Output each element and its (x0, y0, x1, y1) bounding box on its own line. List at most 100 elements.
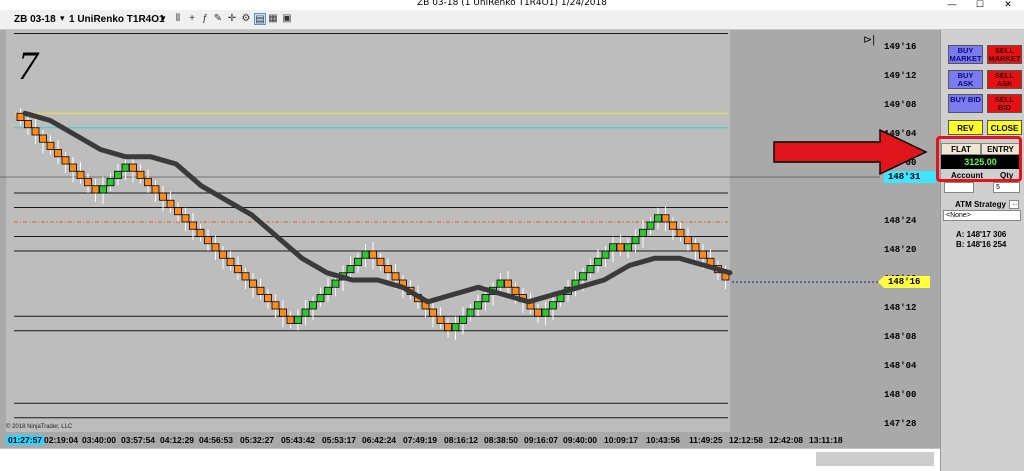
time-tick-label: 01:27:57 (6, 435, 45, 445)
template-icon[interactable]: ▣ (282, 13, 292, 24)
down-brick (286, 315, 295, 324)
ask-readout: A: 148'17 306 (956, 230, 1007, 239)
down-brick (84, 178, 92, 187)
down-brick (616, 243, 625, 252)
data-box-icon[interactable]: ▦ (268, 13, 278, 24)
buy-market-button[interactable]: BUY MARKET (948, 45, 983, 64)
sell-bid-button[interactable]: SELL BID (987, 94, 1022, 113)
close-position-button[interactable]: CLOSE (987, 120, 1022, 135)
buy-bid-button[interactable]: BUY BID (948, 94, 983, 113)
up-brick (609, 243, 617, 252)
down-brick (166, 199, 175, 208)
up-brick (586, 265, 595, 274)
down-brick (159, 192, 167, 201)
chart-number-label: 7 (18, 43, 38, 88)
buy-ask-button[interactable]: BUY ASK (948, 70, 983, 89)
time-tick-label: 08:38:50 (484, 435, 519, 445)
up-brick (121, 163, 130, 172)
down-brick (226, 257, 235, 266)
time-tick-label: 02:19:04 (44, 435, 79, 445)
down-brick (669, 221, 677, 230)
horizontal-scrollbar[interactable] (0, 448, 940, 471)
window-title: ZB 03-18 (1 UniRenko T1R4O1) 1/24/2018 (417, 0, 607, 8)
instrument-dropdown-icon[interactable]: ▾ (60, 13, 65, 23)
price-tick-label: 148'08 (884, 332, 917, 342)
scrollbar-thumb[interactable] (816, 452, 934, 466)
down-brick (24, 120, 32, 129)
up-brick (624, 243, 632, 252)
bar-type-selector[interactable]: 1 UniRenko T1R4O1 (69, 14, 165, 25)
last-price-tag: 148'16 (878, 276, 930, 288)
down-brick (61, 156, 70, 165)
chart-trader-icon[interactable]: ▤ (254, 13, 266, 25)
down-brick (384, 265, 392, 274)
down-brick (676, 228, 685, 237)
maximize-icon[interactable]: ☐ (975, 0, 985, 9)
up-brick (316, 294, 325, 303)
down-brick (39, 134, 47, 143)
down-brick (129, 163, 137, 172)
down-brick (391, 272, 400, 281)
down-brick (691, 243, 700, 252)
time-tick-label: 04:56:53 (199, 435, 234, 445)
bar-style-icon[interactable]: ⫴ (175, 13, 181, 24)
time-tick-label: 03:57:54 (121, 435, 156, 445)
down-brick (661, 214, 670, 223)
down-brick (204, 236, 212, 245)
sell-market-button[interactable]: SELL MARKET (987, 45, 1022, 64)
up-brick (496, 279, 505, 288)
indicator-icon[interactable]: ƒ (202, 13, 208, 24)
strategy-icon[interactable]: ✎ (213, 13, 223, 24)
properties-icon[interactable]: ⚙ (241, 13, 251, 24)
down-brick (174, 207, 182, 216)
minimize-icon[interactable]: — (947, 0, 957, 9)
renko-chart[interactable] (0, 30, 940, 448)
crosshair-icon[interactable]: ✛ (227, 13, 237, 24)
qty-label: Qty (1000, 171, 1014, 180)
down-brick (54, 149, 62, 158)
bar-type-dropdown-icon[interactable]: ▾ (161, 13, 166, 23)
up-brick (481, 294, 490, 303)
down-brick (249, 279, 257, 288)
atm-strategy-select[interactable]: <None> (943, 210, 1021, 221)
price-tick-label: 148'12 (884, 303, 917, 313)
down-brick (444, 323, 452, 332)
down-brick (196, 228, 205, 237)
up-brick (309, 301, 317, 310)
down-brick (31, 127, 40, 136)
annotation-arrow-icon (773, 128, 928, 176)
account-selector[interactable] (944, 182, 974, 193)
time-tick-label: 10:43:56 (646, 435, 681, 445)
atm-options-button[interactable]: ... (1009, 200, 1019, 209)
down-brick (271, 301, 280, 310)
time-tick-label: 05:43:42 (281, 435, 316, 445)
time-tick-label: 11:49:25 (689, 435, 723, 445)
qty-input[interactable]: 5 (993, 182, 1020, 193)
up-brick (594, 257, 602, 266)
down-brick (684, 236, 692, 245)
down-brick (264, 294, 272, 303)
close-icon[interactable]: ✕ (1004, 0, 1012, 9)
instrument-selector[interactable]: ZB 03-18 (14, 14, 56, 25)
price-tick-label: 149'16 (884, 42, 917, 52)
down-brick (69, 163, 77, 172)
chart-trader-panel: BUY MARKET SELL MARKET BUY ASK SELL ASK … (940, 30, 1024, 471)
up-brick (114, 170, 122, 179)
down-brick (699, 250, 707, 259)
price-tick-label: 147'28 (884, 419, 917, 429)
up-brick (361, 250, 370, 259)
zoom-in-icon[interactable]: + (189, 13, 195, 24)
down-brick (369, 250, 377, 259)
expand-chart-trader-icon[interactable]: ⊳| (863, 34, 876, 46)
bid-readout: B: 148'16 254 (956, 240, 1007, 249)
sell-ask-button[interactable]: SELL ASK (987, 70, 1022, 89)
atm-strategy-label: ATM Strategy (955, 200, 1006, 209)
time-tick-label: 09:40:00 (563, 435, 598, 445)
down-brick (429, 308, 437, 317)
down-brick (504, 279, 512, 288)
up-brick (646, 221, 655, 230)
position-status: FLAT (941, 143, 981, 155)
up-brick (466, 308, 475, 317)
down-brick (16, 112, 25, 121)
reverse-button[interactable]: REV (948, 120, 983, 135)
